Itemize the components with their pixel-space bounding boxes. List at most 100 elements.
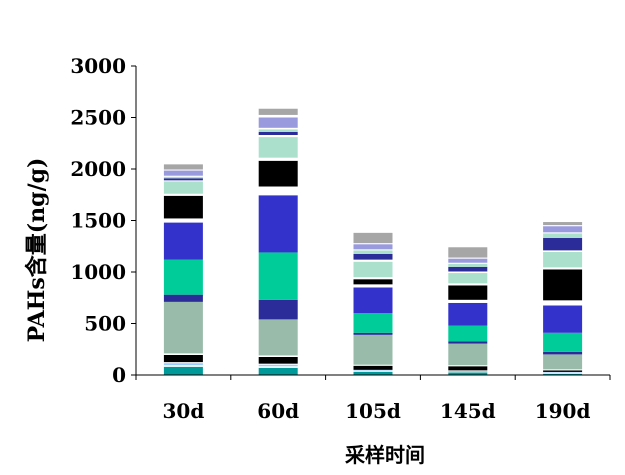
bar-segment-105d-13 bbox=[353, 261, 393, 278]
y-tick-label: 3000 bbox=[70, 54, 126, 78]
bar-segment-105d-6 bbox=[353, 334, 393, 365]
bar-segment-145d-6 bbox=[448, 343, 488, 366]
bar-segment-145d-15 bbox=[448, 266, 488, 272]
bar-segment-60d-11 bbox=[258, 160, 298, 187]
bar-segment-105d-11 bbox=[353, 279, 393, 285]
bar-segment-145d-18 bbox=[448, 258, 488, 263]
bar-segment-105d-0 bbox=[353, 371, 393, 375]
bar-segment-190d-20 bbox=[543, 222, 583, 226]
bar-segment-30d-17 bbox=[163, 175, 203, 177]
bar-segment-145d-7 bbox=[448, 341, 488, 344]
bar-segment-105d-7 bbox=[353, 332, 393, 335]
bar-segment-145d-11 bbox=[448, 285, 488, 300]
bar-segment-190d-11 bbox=[543, 269, 583, 301]
bar-segment-105d-9 bbox=[353, 287, 393, 314]
bar-segment-30d-8 bbox=[163, 259, 203, 295]
bar-segment-30d-15 bbox=[163, 178, 203, 181]
bar-segment-190d-2 bbox=[543, 372, 583, 374]
bar-segment-60d-1 bbox=[258, 366, 298, 368]
bar-segment-105d-1 bbox=[353, 371, 393, 372]
bar-segment-30d-11 bbox=[163, 195, 203, 219]
bar-segment-105d-12 bbox=[353, 277, 393, 280]
bar-segment-60d-7 bbox=[258, 299, 298, 320]
bar-segment-30d-18 bbox=[163, 170, 203, 176]
bar-segment-145d-20 bbox=[448, 247, 488, 258]
bar-segment-30d-1 bbox=[163, 365, 203, 367]
x-tick-label: 145d bbox=[440, 399, 496, 423]
bar-segment-30d-9 bbox=[163, 222, 203, 260]
x-tick-label: 190d bbox=[535, 399, 591, 423]
bar-segment-105d-3 bbox=[353, 369, 393, 371]
bar-segment-145d-12 bbox=[448, 283, 488, 286]
bar-segment-105d-19 bbox=[353, 243, 393, 245]
bar-segment-105d-15 bbox=[353, 253, 393, 260]
bar-segment-60d-2 bbox=[258, 364, 298, 367]
bar-segment-105d-16 bbox=[353, 250, 393, 254]
bar-segment-60d-3 bbox=[258, 363, 298, 365]
x-axis-label: 采样时间 bbox=[345, 443, 425, 467]
bar-segment-30d-10 bbox=[163, 218, 203, 223]
bar-segment-190d-10 bbox=[543, 300, 583, 306]
bar-segment-105d-10 bbox=[353, 284, 393, 288]
bar-segment-145d-17 bbox=[448, 262, 488, 264]
bar-segment-60d-6 bbox=[258, 319, 298, 356]
bar-segment-190d-0 bbox=[543, 373, 583, 375]
bar-segment-30d-20 bbox=[163, 164, 203, 170]
bar-segment-145d-14 bbox=[448, 271, 488, 274]
bar-segment-190d-3 bbox=[543, 371, 583, 373]
bar-segment-30d-0 bbox=[163, 366, 203, 375]
bar-segment-60d-19 bbox=[258, 114, 298, 118]
bar-segment-105d-2 bbox=[353, 370, 393, 372]
bar-segment-60d-8 bbox=[258, 252, 298, 300]
bar-segment-145d-10 bbox=[448, 299, 488, 303]
bar-segment-145d-16 bbox=[448, 263, 488, 267]
bar-segment-190d-12 bbox=[543, 267, 583, 270]
y-axis-label: PAHs含量(ng/g) bbox=[24, 158, 50, 343]
bar-segment-145d-13 bbox=[448, 273, 488, 284]
bar-segment-30d-3 bbox=[163, 362, 203, 364]
bar-segment-60d-0 bbox=[258, 367, 298, 375]
bar-segment-30d-7 bbox=[163, 294, 203, 302]
bar-segment-30d-14 bbox=[163, 180, 203, 182]
y-tick-label: 1500 bbox=[70, 209, 126, 233]
bar-segment-145d-5 bbox=[448, 365, 488, 367]
y-tick-labels: 0 500 1000 1500 2000 2500 3000 bbox=[70, 54, 126, 387]
bar-segment-145d-0 bbox=[448, 372, 488, 375]
bar-segment-145d-8 bbox=[448, 325, 488, 342]
bar-segment-190d-8 bbox=[543, 332, 583, 352]
bar-segment-60d-10 bbox=[258, 186, 298, 196]
bar-segment-60d-14 bbox=[258, 135, 298, 138]
bar-segment-190d-5 bbox=[543, 369, 583, 371]
bar-segment-60d-20 bbox=[258, 108, 298, 115]
bar-segment-190d-7 bbox=[543, 351, 583, 355]
bar-segment-190d-15 bbox=[543, 238, 583, 251]
bar-segment-30d-13 bbox=[163, 181, 203, 194]
bar-segment-30d-4 bbox=[163, 354, 203, 363]
y-tick-label: 500 bbox=[84, 312, 126, 336]
bar-segment-105d-17 bbox=[353, 249, 393, 251]
bar-segment-30d-12 bbox=[163, 193, 203, 196]
bar-segment-105d-8 bbox=[353, 313, 393, 333]
bar-segment-30d-5 bbox=[163, 353, 203, 355]
bar-segment-190d-9 bbox=[543, 305, 583, 333]
bar-segment-190d-4 bbox=[543, 370, 583, 372]
bar-segment-145d-1 bbox=[448, 371, 488, 373]
bar-segment-30d-19 bbox=[163, 169, 203, 171]
bar-segment-190d-6 bbox=[543, 354, 583, 370]
bar-segment-60d-12 bbox=[258, 157, 298, 161]
bar-segment-190d-16 bbox=[543, 233, 583, 239]
bar-segment-30d-2 bbox=[163, 363, 203, 366]
bar-segment-190d-1 bbox=[543, 373, 583, 374]
bar-segment-190d-14 bbox=[543, 250, 583, 252]
bar-segment-105d-20 bbox=[353, 232, 393, 244]
bar-segment-190d-17 bbox=[543, 232, 583, 234]
bar-segment-105d-14 bbox=[353, 259, 393, 262]
bar-segment-60d-13 bbox=[258, 137, 298, 158]
bar-segment-145d-4 bbox=[448, 366, 488, 371]
bar-segment-105d-5 bbox=[353, 364, 393, 366]
axes bbox=[131, 65, 611, 380]
bar-segment-60d-5 bbox=[258, 355, 298, 357]
bar-segment-60d-17 bbox=[258, 127, 298, 130]
bar-segment-105d-4 bbox=[353, 365, 393, 370]
